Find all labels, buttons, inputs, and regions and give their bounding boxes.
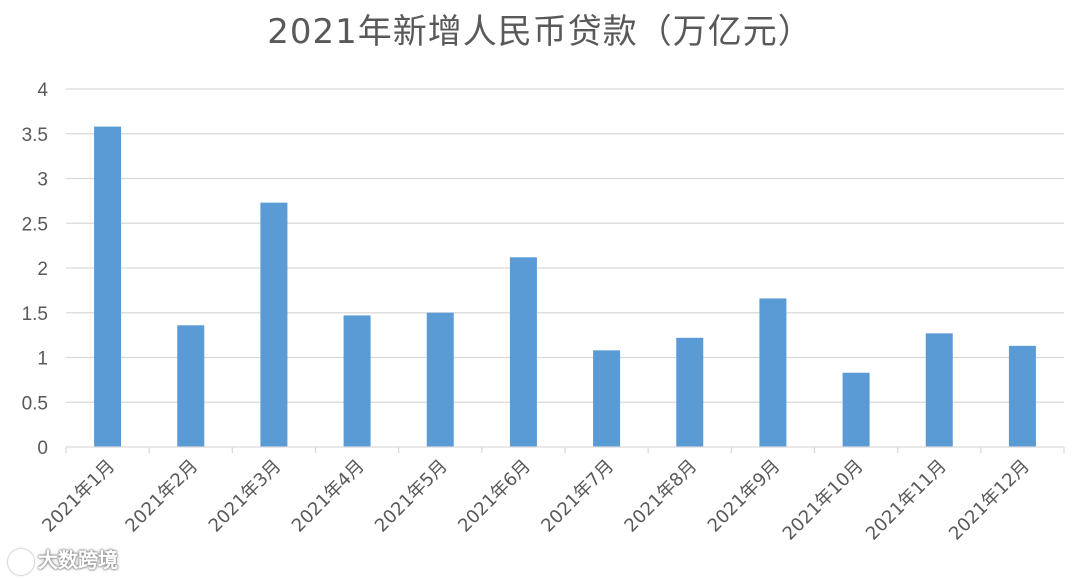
y-tick-label: 4 [37,80,48,101]
y-tick-label: 0 [37,438,48,459]
gridlines [66,88,1064,403]
bar [177,325,205,447]
x-tick-label: 2021年2月 [121,456,202,537]
chart-title: 2021年新增人民币贷款（万亿元） [267,12,813,52]
x-tick-label: 2021年8月 [620,456,701,537]
y-tick-label: 2.5 [22,214,48,235]
bar [925,333,953,447]
bar [94,126,122,447]
bar [426,312,454,447]
y-tick-label: 2 [37,259,48,280]
bar [676,337,704,447]
x-tick-label: 2021年10月 [779,456,868,545]
y-tick-label: 1 [37,349,48,370]
y-tick-label: 1.5 [22,304,48,325]
x-tick-label: 2021年11月 [862,456,951,545]
bar [1008,345,1036,447]
y-axis-ticks: 0 0.5 1 1.5 2 2.5 3 3.5 4 [22,80,49,459]
y-tick-label: 3.5 [22,125,48,146]
bar [260,202,288,447]
bars [94,126,1036,447]
bar [509,257,537,447]
x-axis-ticks: 2021年1月 2021年2月 2021年3月 2021年4月 2021年5月 2021年… [38,456,1034,545]
x-tick-label: 2021年6月 [454,456,535,537]
y-tick-label: 0.5 [22,393,48,414]
x-tick-label: 2021年12月 [945,456,1034,545]
y-tick-label: 3 [37,170,48,191]
bar [842,372,870,447]
bar [759,298,787,447]
bar [343,315,371,447]
x-tick-label: 2021年4月 [288,456,369,537]
x-tick-label: 2021年3月 [205,456,286,537]
logo-icon [8,548,34,575]
x-tick-label: 2021年5月 [371,456,452,537]
watermark-text: 大数跨境 [38,548,118,572]
watermark: 大数跨境 [8,544,118,575]
x-tick-label: 2021年1月 [38,456,119,537]
bar [593,350,621,447]
x-axis [65,446,1065,453]
x-tick-label: 2021年9月 [704,456,785,537]
x-tick-label: 2021年7月 [537,456,618,537]
